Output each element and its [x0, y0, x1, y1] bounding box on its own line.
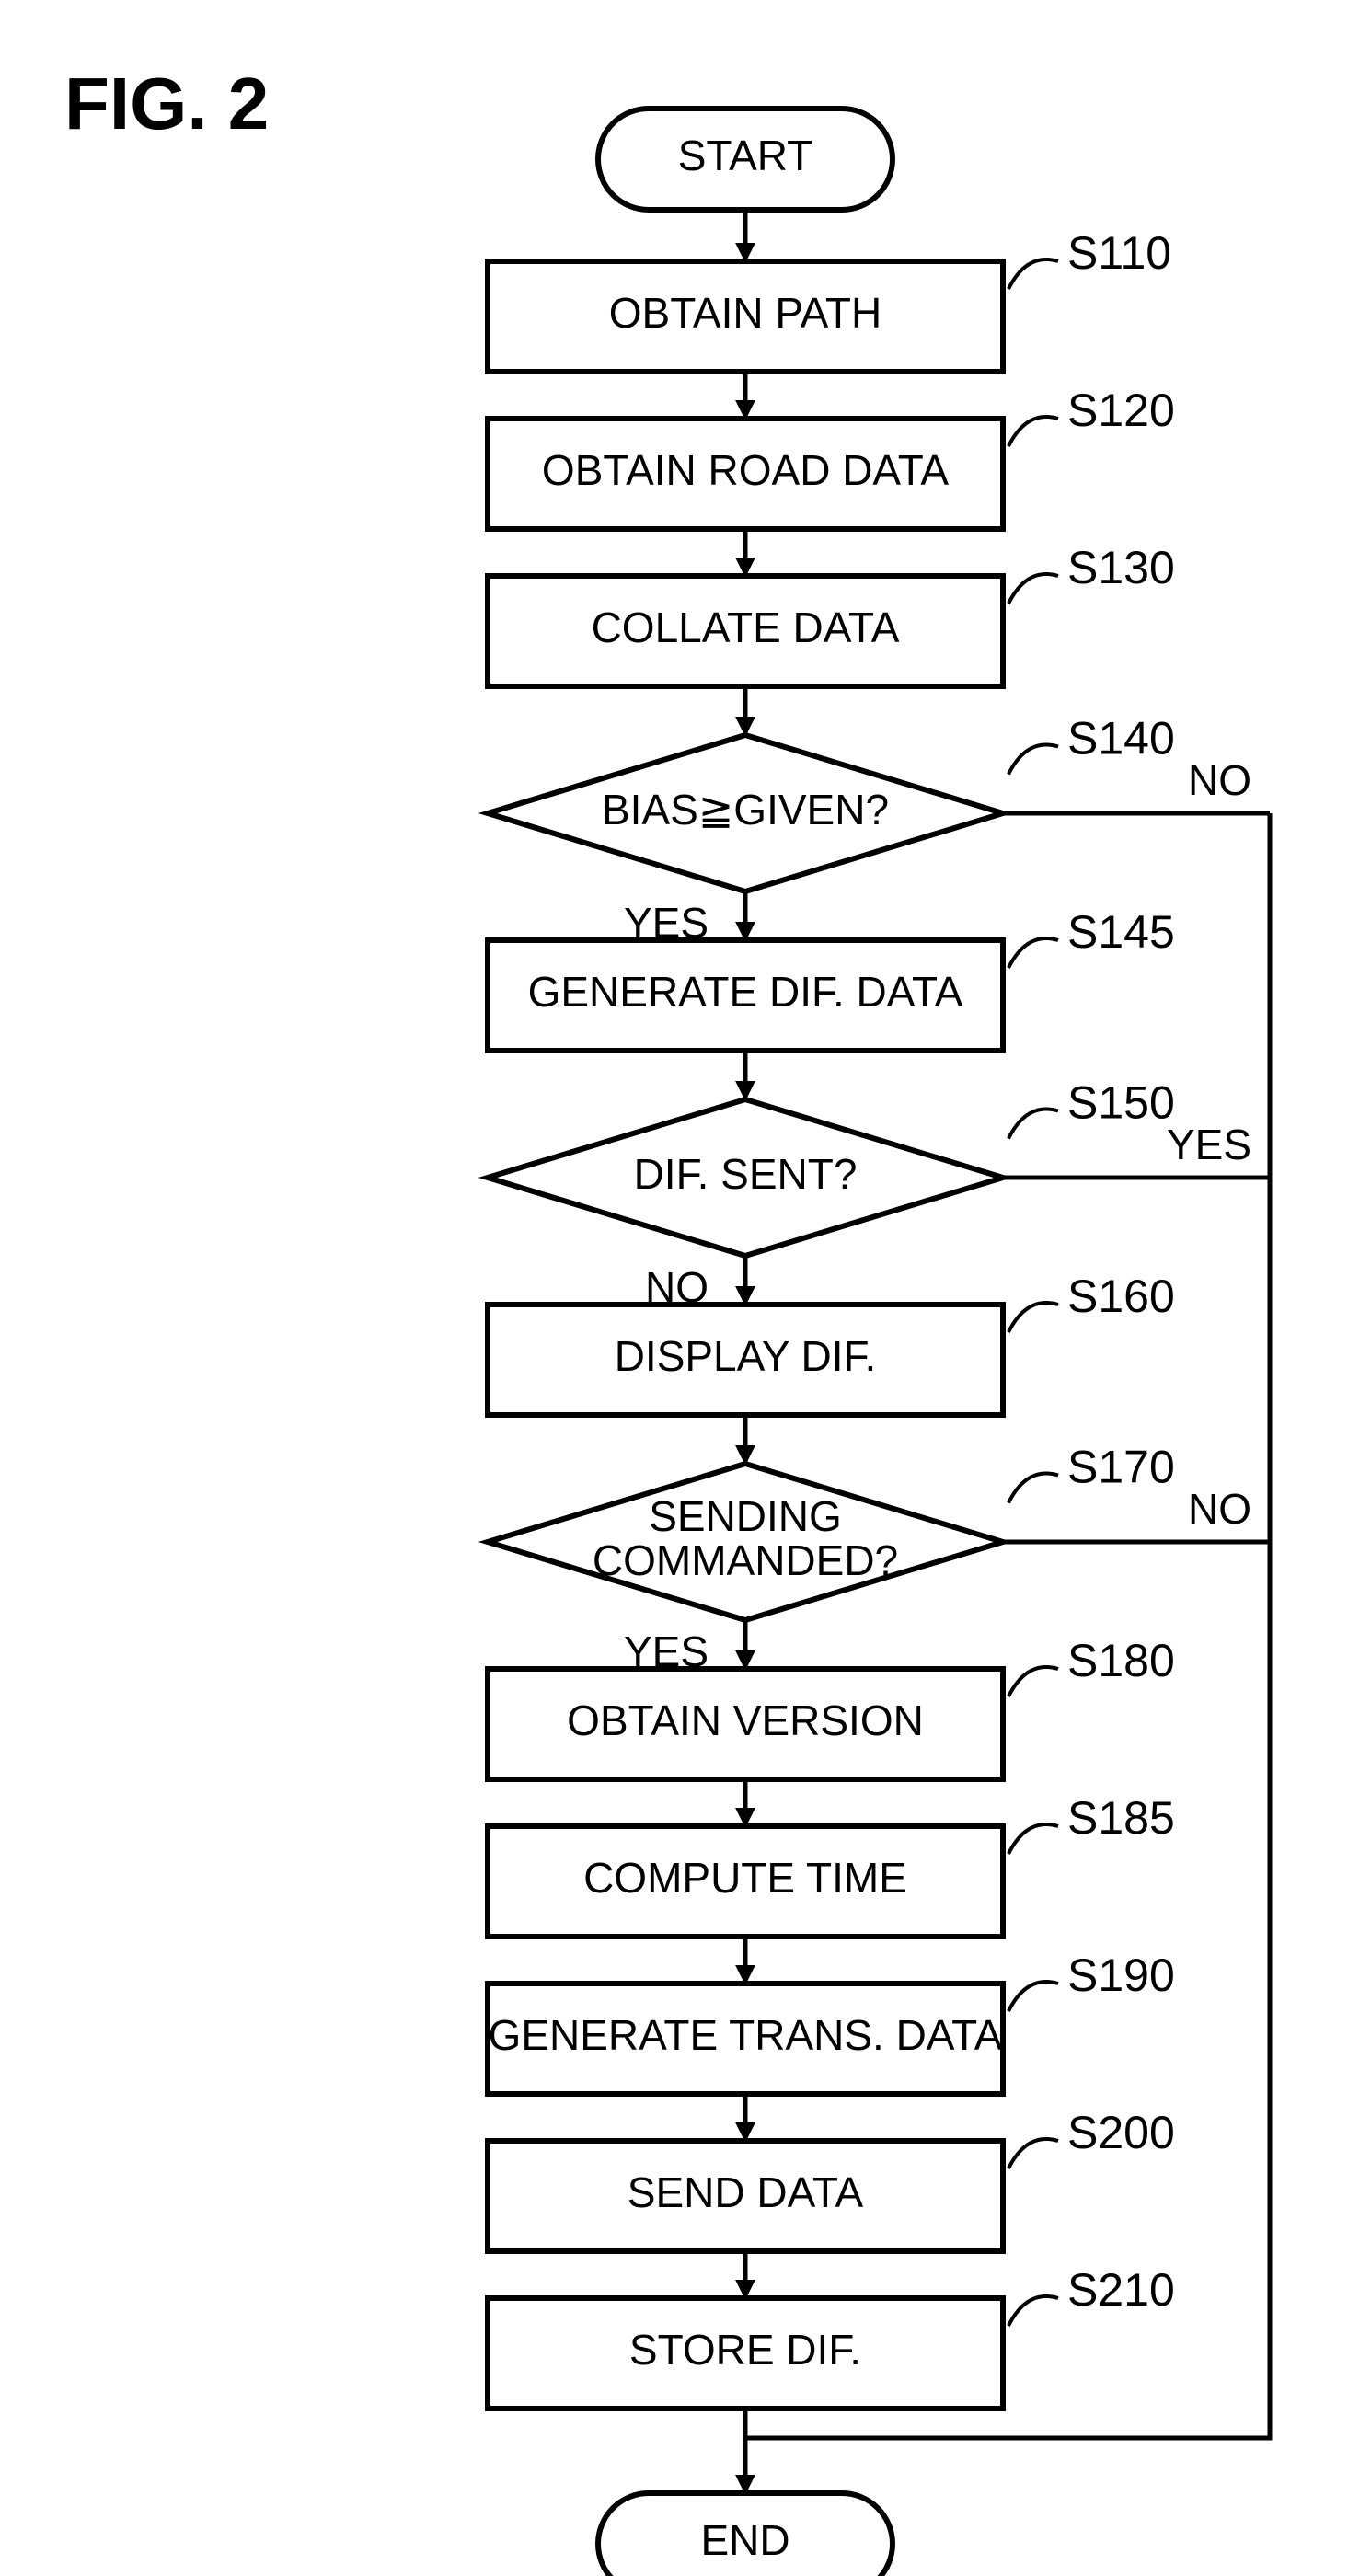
edge-label-right: YES [1167, 1121, 1251, 1168]
node-label: GENERATE TRANS. DATA [489, 2011, 1003, 2059]
node-label: OBTAIN PATH [609, 289, 881, 337]
step-leadline [1008, 417, 1058, 446]
step-leadline [1008, 1303, 1058, 1332]
node-label: OBTAIN VERSION [567, 1696, 924, 1744]
step-label: S140 [1067, 713, 1175, 765]
node-d170: SENDINGCOMMANDED?S170 [488, 1442, 1175, 1621]
node-p145: GENERATE DIF. DATA S145 [488, 906, 1175, 1051]
node-p190: GENERATE TRANS. DATA S190 [488, 1949, 1175, 2094]
node-p180: OBTAIN VERSION S180 [488, 1635, 1175, 1779]
figure-label: FIG. 2 [64, 63, 269, 144]
node-p210: STORE DIF. S210 [488, 2264, 1175, 2409]
step-leadline [1008, 745, 1058, 775]
step-label: S150 [1067, 1077, 1175, 1129]
node-end: END [598, 2493, 893, 2576]
step-label: S180 [1067, 1635, 1175, 1686]
step-leadline [1008, 1474, 1058, 1503]
step-leadline [1008, 2139, 1058, 2168]
node-p200: SEND DATA S200 [488, 2107, 1175, 2251]
step-leadline [1008, 1667, 1058, 1696]
node-d140: BIAS≧GIVEN? S140 [488, 713, 1175, 892]
step-label: S185 [1067, 1792, 1175, 1844]
step-label: S160 [1067, 1271, 1175, 1322]
node-p160: DISPLAY DIF. S160 [488, 1271, 1175, 1415]
step-label: S130 [1067, 542, 1175, 593]
edge-label-right: NO [1188, 1485, 1251, 1533]
node-p120: OBTAIN ROAD DATA S120 [488, 385, 1175, 529]
node-label: STORE DIF. [629, 2326, 861, 2374]
step-label: S190 [1067, 1949, 1175, 2001]
flowchart: FIG. 2YESNOYESNOYESNOSTARTOBTAIN PATHS11… [0, 0, 1371, 2576]
step-label: S210 [1067, 2264, 1175, 2316]
node-label: SEND DATA [628, 2168, 864, 2216]
step-leadline [1008, 2296, 1058, 2326]
node-label: END [700, 2516, 789, 2564]
step-label: S145 [1067, 906, 1175, 958]
node-label: COLLATE DATA [592, 604, 900, 651]
node-label: START [678, 132, 813, 179]
node-label: COMPUTE TIME [583, 1854, 907, 1902]
node-d150: DIF. SENT? S150 [488, 1077, 1175, 1257]
node-label: DISPLAY DIF. [615, 1332, 877, 1380]
node-p185: COMPUTE TIME S185 [488, 1792, 1175, 1937]
step-label: S170 [1067, 1442, 1175, 1493]
step-leadline [1008, 259, 1058, 289]
node-label: BIAS≧GIVEN? [602, 786, 889, 834]
node-label: DIF. SENT? [634, 1150, 858, 1198]
node-label: GENERATE DIF. DATA [528, 968, 963, 1016]
step-leadline [1008, 938, 1058, 968]
node-p130: COLLATE DATA S130 [488, 542, 1175, 686]
step-leadline [1008, 1982, 1058, 2011]
step-leadline [1008, 1824, 1058, 1854]
node-start: START [598, 109, 893, 210]
step-leadline [1008, 574, 1058, 604]
step-label: S120 [1067, 385, 1175, 436]
step-label: S200 [1067, 2107, 1175, 2158]
node-label: OBTAIN ROAD DATA [542, 446, 949, 494]
edge-label-right: NO [1188, 756, 1251, 804]
step-leadline [1008, 1110, 1058, 1139]
node-p110: OBTAIN PATH S110 [488, 227, 1171, 372]
step-label: S110 [1067, 227, 1171, 279]
